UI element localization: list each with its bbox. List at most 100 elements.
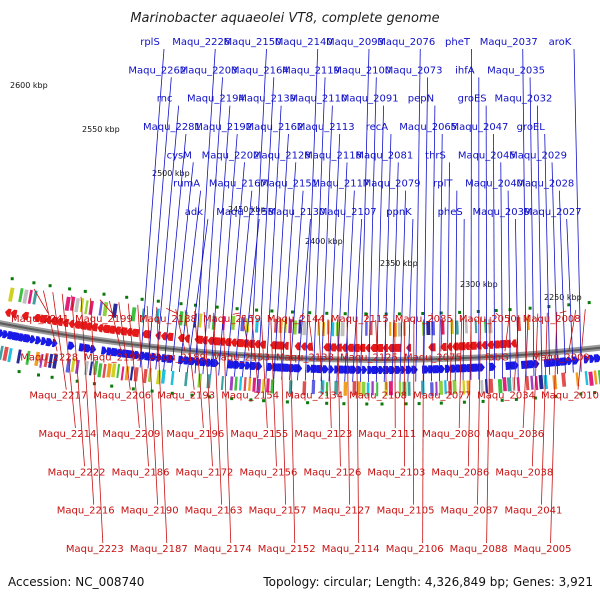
cog-bar-forward — [325, 382, 329, 397]
cog-bar-forward — [311, 380, 316, 395]
rna-marker — [170, 391, 174, 395]
cog-bar-reverse — [27, 289, 33, 305]
reverse-gene-label: Maqu_2088 — [450, 544, 508, 555]
forward-gene-label: Maqu_2100 — [333, 65, 391, 76]
rna-marker — [262, 399, 266, 403]
reverse-gene-label: Maqu_2228 — [20, 352, 78, 363]
rna-marker — [458, 310, 462, 314]
rna-marker — [380, 402, 384, 406]
cog-bar-forward — [366, 382, 370, 397]
reverse-gene-label: Maqu_2085 — [395, 314, 453, 325]
forward-gene — [255, 362, 263, 371]
cog-bar-forward — [129, 366, 134, 381]
cog-bar-forward — [357, 381, 361, 396]
leader-line — [522, 48, 527, 377]
reverse-gene — [358, 343, 366, 352]
forward-gene — [244, 361, 252, 370]
leader-line — [71, 295, 85, 467]
reverse-gene-label: Maqu_2159 — [203, 314, 261, 325]
forward-gene-label: Maqu_2281 — [143, 122, 201, 133]
cog-bar-forward — [371, 381, 374, 396]
cog-bar-forward — [352, 381, 357, 396]
reverse-gene-label: Maqu_2075 — [404, 352, 462, 363]
leader-line — [344, 190, 355, 382]
reverse-gene — [254, 340, 260, 349]
reverse-gene — [207, 336, 214, 345]
leader-line — [365, 312, 369, 321]
forward-gene — [110, 347, 120, 357]
cog-bar-reverse — [254, 318, 259, 333]
leader-line — [147, 77, 172, 369]
leader-line — [232, 312, 240, 315]
leader-line — [218, 133, 238, 376]
rna-marker — [249, 398, 253, 402]
reverse-gene-label: Maqu_2114 — [322, 544, 380, 555]
reverse-gene-label: fabG — [485, 352, 509, 363]
reverse-gene — [85, 322, 93, 331]
cog-bar-forward — [111, 363, 117, 378]
reverse-gene — [184, 334, 191, 343]
forward-gene — [34, 336, 42, 345]
rna-marker — [306, 401, 310, 405]
cog-bar-forward — [52, 354, 58, 369]
forward-gene — [40, 336, 47, 346]
reverse-gene — [440, 342, 447, 352]
leader-line — [399, 190, 407, 382]
leader-line — [241, 315, 250, 352]
leader-line — [318, 319, 323, 390]
forward-gene-label: pheS — [438, 207, 463, 218]
leader-line — [273, 133, 289, 380]
leader-line — [407, 218, 414, 382]
forward-gene — [439, 365, 446, 374]
cog-bar-reverse — [397, 322, 402, 337]
cog-bar-forward — [388, 381, 393, 396]
forward-gene-label: Maqu_2130 — [267, 207, 325, 218]
forward-gene-label: Maqu_2073 — [385, 65, 443, 76]
cog-bar-forward — [435, 381, 438, 396]
leader-line — [504, 315, 510, 352]
cog-bar-forward — [243, 377, 247, 392]
rna-marker — [75, 379, 79, 383]
rna-marker — [285, 400, 289, 404]
leader-line — [368, 77, 377, 382]
reverse-gene — [68, 319, 75, 328]
forward-gene-label: groES — [458, 94, 487, 105]
leader-line — [194, 311, 204, 429]
forward-gene — [51, 338, 58, 348]
reverse-gene-label: Maqu_2010 — [541, 391, 599, 402]
forward-gene-label: Maqu_2081 — [355, 150, 413, 161]
rna-marker — [110, 384, 114, 388]
forward-gene — [134, 350, 141, 360]
leader-line — [337, 319, 341, 467]
leader-line — [529, 77, 535, 377]
forward-gene-label: Maqu_2164 — [231, 65, 289, 76]
tick-label: 2400 kbp — [305, 237, 343, 246]
reverse-gene — [10, 309, 18, 319]
cog-bar-forward — [229, 376, 234, 391]
cog-bar-reverse — [84, 300, 89, 315]
cog-bar-forward — [106, 363, 112, 378]
reverse-gene — [165, 332, 174, 342]
leader-line — [336, 162, 348, 382]
leader-line — [184, 310, 195, 390]
leader-line — [422, 319, 424, 544]
rna-marker — [270, 309, 274, 313]
reverse-gene-label: Maqu_2008 — [523, 314, 581, 325]
forward-gene — [394, 365, 402, 374]
rna-marker — [439, 401, 443, 405]
forward-gene — [378, 366, 385, 375]
cog-bar-reverse — [178, 311, 184, 326]
reverse-gene-label: Maqu_2034 — [477, 391, 535, 402]
reverse-gene-label: Maqu_2186 — [112, 467, 170, 478]
leader-line — [536, 105, 543, 376]
cog-bar-forward — [302, 381, 307, 396]
leader-line — [260, 316, 268, 429]
cog-bar-forward — [444, 380, 447, 395]
forward-gene — [2, 330, 9, 339]
forward-gene — [67, 341, 75, 350]
rna-marker — [50, 375, 54, 379]
leader-line — [289, 190, 304, 380]
rna-marker — [179, 302, 183, 306]
reverse-gene-label: Maqu_2103 — [367, 467, 425, 478]
forward-gene-label: Maqu_2119 — [282, 65, 340, 76]
